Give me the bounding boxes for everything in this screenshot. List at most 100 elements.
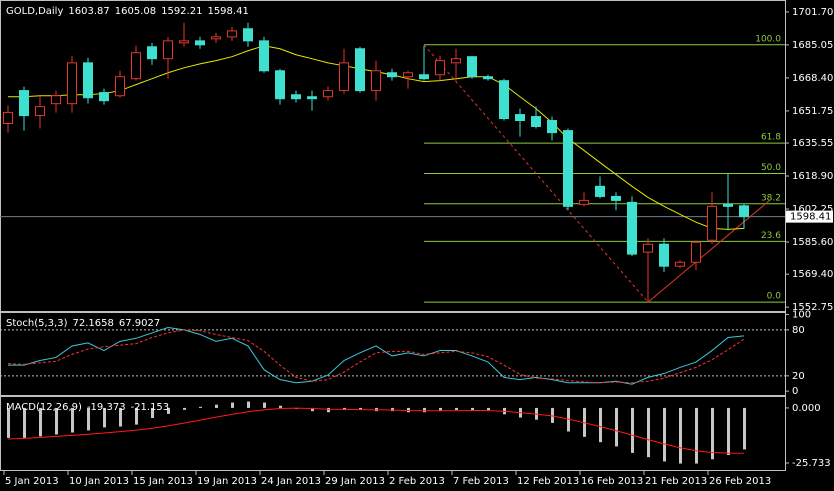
candle-body <box>147 46 157 60</box>
macd-bar <box>39 407 42 437</box>
y-tick-label: 1668.40 <box>792 73 833 84</box>
candle-body <box>723 203 733 207</box>
panel <box>0 0 786 312</box>
candle-body <box>483 76 493 80</box>
y-tick-label: 1651.75 <box>792 106 833 117</box>
macd-bar <box>743 407 746 450</box>
macd-bar <box>23 407 26 438</box>
x-tick-label: 15 Jan 2013 <box>133 476 193 487</box>
y-tick-label: 1585.60 <box>792 237 833 248</box>
candle-body <box>3 112 13 124</box>
macd-bar <box>391 407 394 412</box>
indicator-value: 1605.08 <box>115 6 156 17</box>
panel-title: Stoch(5,3,3) 72.1658 67.9027 <box>6 318 160 329</box>
macd-bar <box>87 407 90 431</box>
y-tick-label: 100 <box>792 310 811 321</box>
x-tick-label: 7 Feb 2013 <box>453 476 509 487</box>
candle-body <box>211 36 221 40</box>
fib-label: 100.0 <box>755 34 781 44</box>
indicator-name: GOLD,Daily <box>6 6 63 17</box>
candle-body <box>531 116 541 127</box>
macd-bar <box>7 407 10 438</box>
candle-body <box>707 205 717 241</box>
y-tick-label: 0 <box>792 386 798 397</box>
macd-bar <box>423 407 426 413</box>
panel-title: GOLD,Daily 1603.87 1605.08 1592.21 1598.41 <box>6 6 249 17</box>
candle-body <box>291 94 301 100</box>
current-price-box <box>786 210 833 223</box>
indicator-name: MACD(12,26,9) <box>6 402 82 413</box>
candle-body <box>659 243 669 267</box>
macd-bar <box>663 407 666 462</box>
macd-bar <box>135 407 138 425</box>
candle-body <box>419 74 429 80</box>
y-tick-label: 1635.55 <box>792 138 833 149</box>
candle-body <box>339 62 349 92</box>
candle-body <box>467 56 477 78</box>
y-tick-label: 1701.70 <box>792 7 833 18</box>
candle-body <box>371 70 381 92</box>
current-price-label: 1598.41 <box>790 212 831 223</box>
macd-bar <box>183 407 186 410</box>
macd-bar <box>647 407 650 458</box>
macd-bar <box>471 407 474 411</box>
candle-body <box>627 201 637 255</box>
macd-bar <box>599 407 602 443</box>
candle-body <box>227 30 237 38</box>
candle-body <box>195 40 205 46</box>
trendline <box>423 44 649 303</box>
indicator-value: 1598.41 <box>207 6 248 17</box>
indicator-value: -21.153 <box>131 402 170 413</box>
candle-body <box>19 90 29 117</box>
candle-body <box>131 52 141 80</box>
candle-body <box>579 199 589 205</box>
y-tick-label: 1602.25 <box>792 204 833 215</box>
macd-bar <box>551 407 554 423</box>
macd-bar <box>679 407 682 464</box>
trendline <box>647 200 770 303</box>
candle-body <box>243 28 253 42</box>
candle-body <box>547 120 557 134</box>
y-tick-label: -25.733 <box>792 458 831 469</box>
x-tick-label: 12 Feb 2013 <box>517 476 579 487</box>
macd-bar <box>231 402 234 408</box>
candle-body <box>435 60 445 76</box>
macd-bar <box>71 407 74 433</box>
indicator-name: Stoch(5,3,3) <box>6 318 68 329</box>
x-tick-label: 29 Jan 2013 <box>325 476 385 487</box>
macd-bar <box>487 407 490 412</box>
candle-body <box>99 92 109 102</box>
indicator-value: 72.1658 <box>72 318 113 329</box>
panel-title: MACD(12,26,9) -19.373 -21.153 <box>6 402 169 413</box>
y-tick-label: 80 <box>792 325 805 336</box>
y-tick-label: 1569.40 <box>792 269 833 280</box>
candle-body <box>259 40 269 72</box>
macd-bar <box>199 406 202 408</box>
candle-body <box>163 40 173 60</box>
y-tick-label: 0.000 <box>792 403 821 414</box>
macd-bar <box>263 402 266 408</box>
indicator-line <box>7 329 745 384</box>
macd-bar <box>279 405 282 408</box>
candle-body <box>307 96 317 100</box>
macd-bar <box>455 407 458 411</box>
macd-bar <box>215 404 218 408</box>
candle-body <box>83 62 93 99</box>
macd-bar <box>727 407 730 456</box>
macd-bar <box>439 407 442 412</box>
macd-bar <box>567 407 570 432</box>
candle-body <box>675 261 685 267</box>
indicator-value: 67.9027 <box>119 318 160 329</box>
candle-body <box>515 114 525 122</box>
indicator-value: -19.373 <box>87 402 126 413</box>
candle-body <box>35 106 45 117</box>
x-tick-label: 2 Feb 2013 <box>389 476 445 487</box>
candle-body <box>563 130 573 207</box>
candle-body <box>67 62 77 105</box>
fib-label: 61.8 <box>761 133 781 143</box>
macd-bar <box>55 407 58 435</box>
candle-body <box>403 72 413 78</box>
x-tick-label: 16 Feb 2013 <box>581 476 643 487</box>
x-tick-label: 5 Jan 2013 <box>5 476 59 487</box>
